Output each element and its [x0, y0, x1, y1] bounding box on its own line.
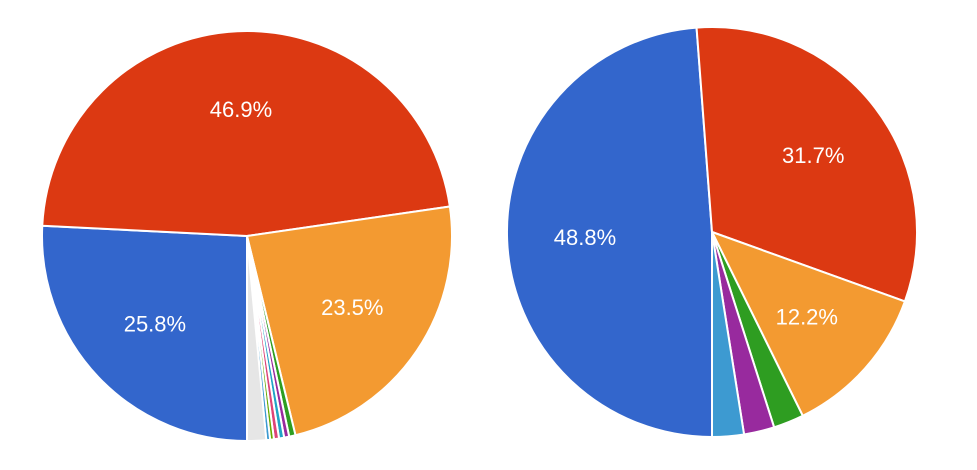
- pie-1-slice-2: [711, 231, 906, 417]
- pie-1-slice-0: [505, 26, 713, 438]
- pie-1-slice-label-0: 48.8%: [554, 225, 616, 250]
- pie-1-slice-5: [711, 231, 746, 439]
- pie-0-slice-1: [41, 30, 451, 237]
- pie-1-slice-label-2: 12.2%: [776, 305, 838, 330]
- pie-0-slice-label-1: 46.9%: [210, 97, 272, 122]
- pie-0-slice-label-0: 25.8%: [124, 312, 186, 337]
- pie-0-slice-0: [41, 224, 248, 442]
- left-pie-chart: 25.8% 46.9% 23.5%: [41, 30, 453, 442]
- pie-1-slice-1: [695, 26, 918, 303]
- pie-0-slice-9: [246, 235, 268, 442]
- pie-0-slice-2: [246, 205, 453, 437]
- pie-0-slice-label-2: 23.5%: [321, 295, 383, 320]
- right-pie-chart: 48.8% 31.7% 12.2%: [505, 26, 918, 439]
- pie-1-slice-label-1: 31.7%: [782, 143, 844, 168]
